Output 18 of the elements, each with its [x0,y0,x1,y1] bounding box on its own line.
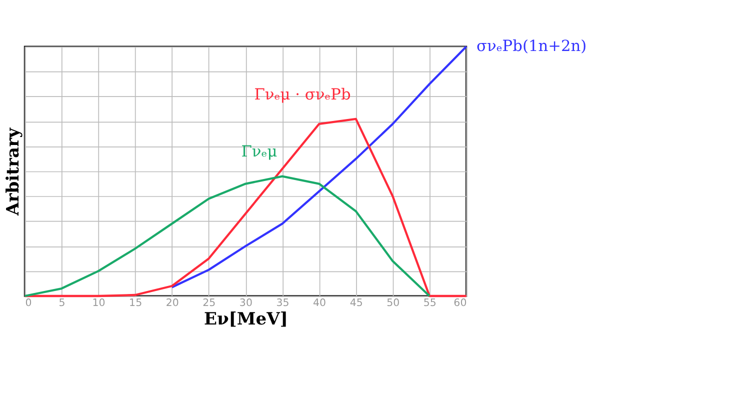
x-tick-label: 20 [166,296,179,309]
series-label: Γνₑμ [241,142,278,161]
x-tick-label: 15 [129,296,142,309]
x-tick-label: 10 [92,296,106,309]
x-tick-label: 45 [350,296,363,309]
x-tick-label: 50 [386,296,400,309]
x-tick-label: 35 [276,296,290,309]
x-tick-label: 30 [239,296,252,309]
x-tick-label: 40 [313,296,326,309]
x-tick-label: 5 [58,296,66,309]
x-tick-label: 60 [454,296,467,309]
x-tick-label: 55 [423,296,436,309]
series-label: σνₑPb(1n+2n) [476,36,587,55]
x-tick-label: 25 [202,296,216,309]
y-axis-title: Arbitrary [3,126,24,216]
x-tick-label: 0 [25,296,32,309]
series-label: Γνₑμ · σνₑPb [254,85,351,104]
x-axis-title: Eν[MeV] [204,310,288,330]
